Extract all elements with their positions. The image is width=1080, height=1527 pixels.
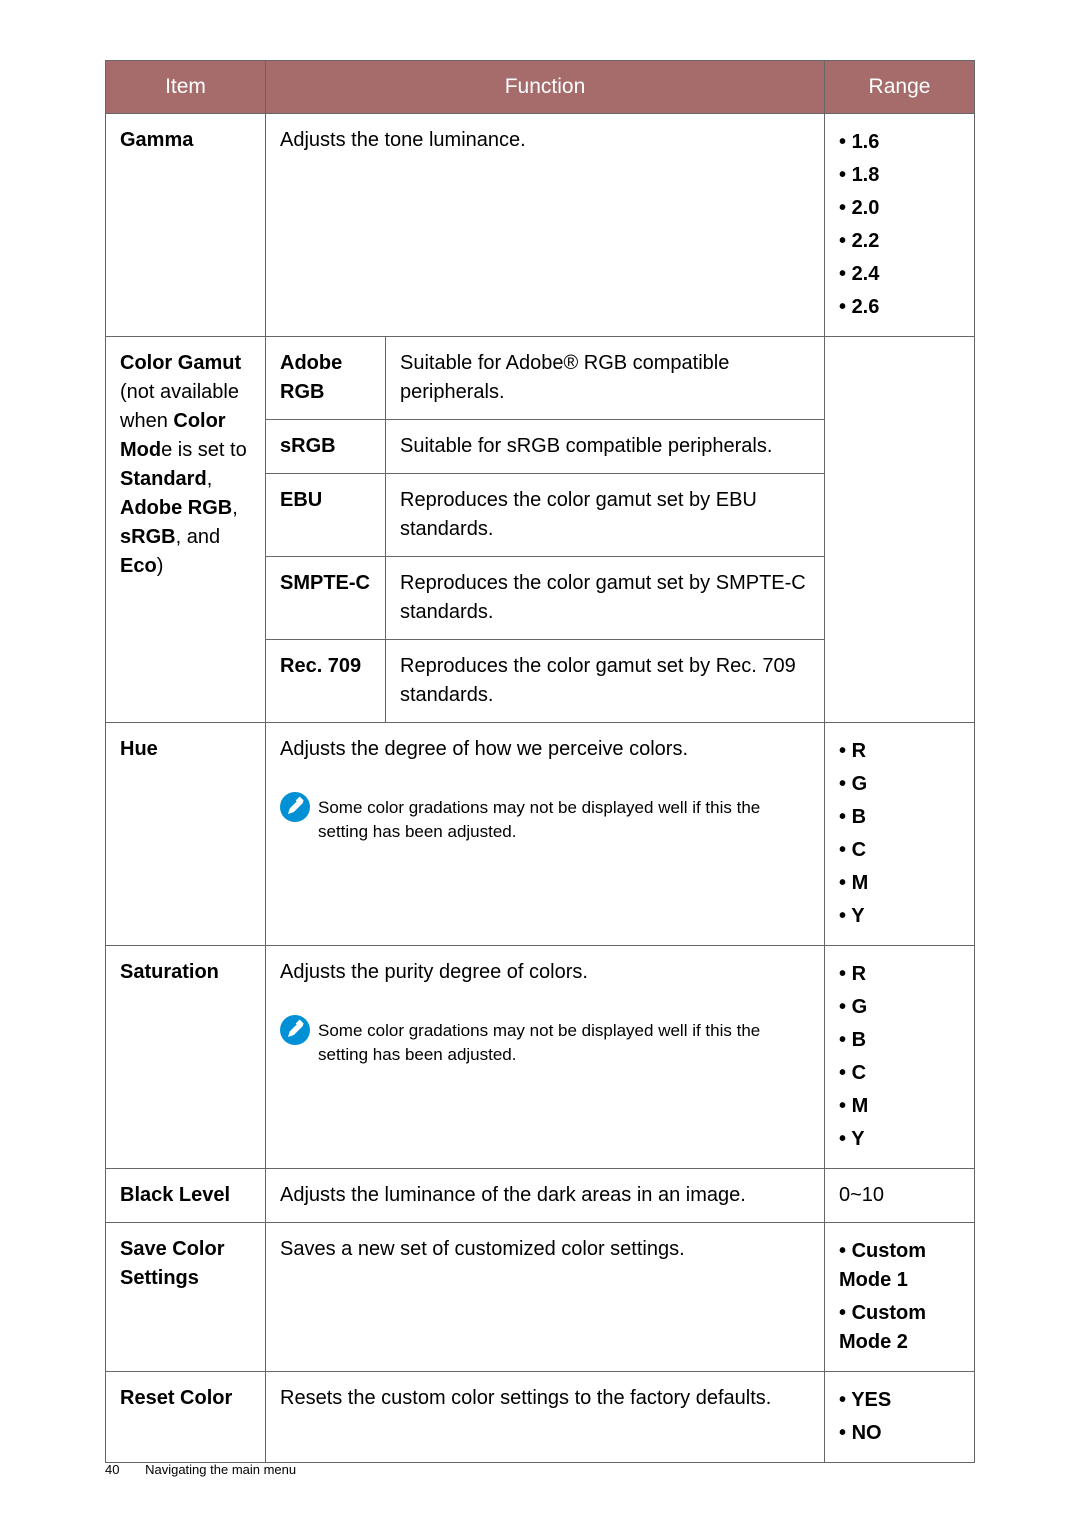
saturation-note: Some color gradations may not be display…	[318, 1015, 810, 1067]
pencil-icon	[280, 792, 310, 822]
saturation-function: Adjusts the purity degree of colors. Som…	[266, 946, 825, 1169]
black-range: 0~10	[825, 1169, 975, 1223]
reset-function: Resets the custom color settings to the …	[266, 1372, 825, 1463]
header-range: Range	[825, 61, 975, 114]
save-item: Save Color Settings	[106, 1223, 266, 1372]
saturation-func-text: Adjusts the purity degree of colors.	[280, 958, 810, 987]
hue-note: Some color gradations may not be display…	[318, 792, 810, 844]
header-item: Item	[106, 61, 266, 114]
hue-item: Hue	[106, 723, 266, 946]
black-item: Black Level	[106, 1169, 266, 1223]
page-footer: 40 Navigating the main menu	[105, 1462, 296, 1477]
colorgamut-item: Color Gamut(not available when Color Mod…	[106, 337, 266, 723]
hue-function: Adjusts the degree of how we perceive co…	[266, 723, 825, 946]
hue-func-text: Adjusts the degree of how we perceive co…	[280, 735, 810, 764]
cg-ebu-v: Reproduces the color gamut set by EBU st…	[386, 474, 825, 557]
header-function: Function	[266, 61, 825, 114]
hue-range: R G B C M Y	[825, 723, 975, 946]
save-range: Custom Mode 1 Custom Mode 2	[825, 1223, 975, 1372]
cg-ebu-k: EBU	[266, 474, 386, 557]
page-number: 40	[105, 1462, 119, 1477]
saturation-range: R G B C M Y	[825, 946, 975, 1169]
cg-srgb-v: Suitable for sRGB compatible peripherals…	[386, 420, 825, 474]
reset-range: YES NO	[825, 1372, 975, 1463]
reset-item: Reset Color	[106, 1372, 266, 1463]
cg-rec-k: Rec. 709	[266, 640, 386, 723]
gamma-range: 1.6 1.8 2.0 2.2 2.4 2.6	[825, 114, 975, 337]
cg-adobe-k: Adobe RGB	[266, 337, 386, 420]
cg-adobe-v: Suitable for Adobe® RGB compatible perip…	[386, 337, 825, 420]
cg-smpte-k: SMPTE-C	[266, 557, 386, 640]
black-function: Adjusts the luminance of the dark areas …	[266, 1169, 825, 1223]
cg-range	[825, 337, 975, 723]
cg-smpte-v: Reproduces the color gamut set by SMPTE-…	[386, 557, 825, 640]
cg-rec-v: Reproduces the color gamut set by Rec. 7…	[386, 640, 825, 723]
cg-srgb-k: sRGB	[266, 420, 386, 474]
gamma-item: Gamma	[106, 114, 266, 337]
settings-table: Item Function Range Gamma Adjusts the to…	[105, 60, 975, 1463]
gamma-function: Adjusts the tone luminance.	[266, 114, 825, 337]
pencil-icon	[280, 1015, 310, 1045]
saturation-item: Saturation	[106, 946, 266, 1169]
footer-text: Navigating the main menu	[145, 1462, 296, 1477]
save-function: Saves a new set of customized color sett…	[266, 1223, 825, 1372]
